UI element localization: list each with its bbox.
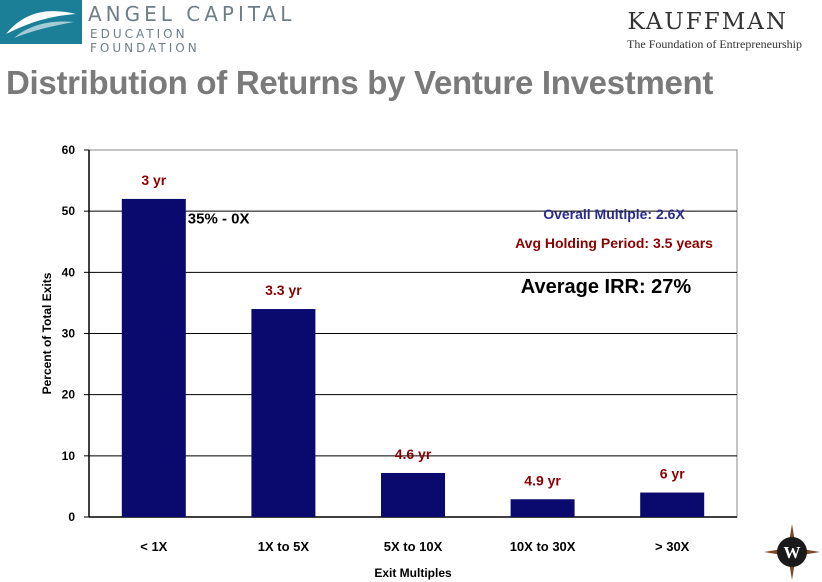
bar-year-label: 3.3 yr: [265, 282, 302, 298]
bar-year-label: 4.6 yr: [395, 446, 432, 462]
x-category-label: 5X to 10X: [384, 539, 443, 554]
y-tick-label: 0: [68, 510, 75, 524]
holding-period-note: Avg Holding Period: 3.5 years: [515, 235, 713, 251]
first-bar-note: 35% - 0X: [188, 211, 250, 228]
average-irr-note: Average IRR: 27%: [521, 276, 692, 298]
x-axis-label: Exit Multiples: [374, 566, 452, 580]
x-category-label: < 1X: [140, 539, 167, 554]
bar-0: [121, 198, 186, 517]
compass-logo: W: [764, 524, 820, 580]
bar-year-label: 6 yr: [660, 466, 685, 482]
x-category-label: 10X to 30X: [510, 539, 576, 554]
y-tick-label: 10: [62, 449, 76, 463]
kauffman-logo-subtitle: The Foundation of Entrepreneurship: [627, 37, 802, 51]
y-tick-label: 60: [62, 143, 76, 157]
bar-3: [510, 499, 575, 517]
bar-2: [381, 472, 445, 517]
x-category-label: > 30X: [655, 539, 690, 554]
compass-letter: W: [784, 543, 801, 562]
angel-capital-logo: ANGEL CAPITAL EDUCATION FOUNDATION: [0, 0, 300, 55]
y-tick-label: 30: [62, 327, 76, 341]
bar-4: [640, 492, 705, 517]
x-category-label: 1X to 5X: [258, 539, 310, 554]
page-title: Distribution of Returns by Venture Inves…: [6, 64, 714, 101]
angel-capital-logo-mark: [0, 0, 82, 44]
y-tick-label: 40: [62, 265, 76, 279]
y-axis-label: Percent of Total Exits: [40, 272, 54, 394]
bar-1: [251, 309, 316, 517]
bar-year-label: 3 yr: [141, 172, 166, 188]
overall-multiple-note: Overall Multiple: 2.6X: [543, 206, 685, 222]
kauffman-logo-name: KAUFFMAN: [627, 9, 788, 35]
angel-capital-logo-subtitle: EDUCATION FOUNDATION: [90, 27, 200, 55]
returns-bar-chart: 0 10 20 30 40 50 60 < 1X 3 yr 1X to 5X 3.3 yr 5X to…: [40, 143, 738, 580]
y-tick-label: 20: [62, 388, 76, 402]
kauffman-logo: KAUFFMAN The Foundation of Entrepreneurs…: [582, 4, 802, 52]
y-tick-label: 50: [62, 204, 76, 218]
angel-capital-logo-name: ANGEL CAPITAL: [88, 2, 296, 26]
bar-year-label: 4.9 yr: [524, 472, 561, 488]
